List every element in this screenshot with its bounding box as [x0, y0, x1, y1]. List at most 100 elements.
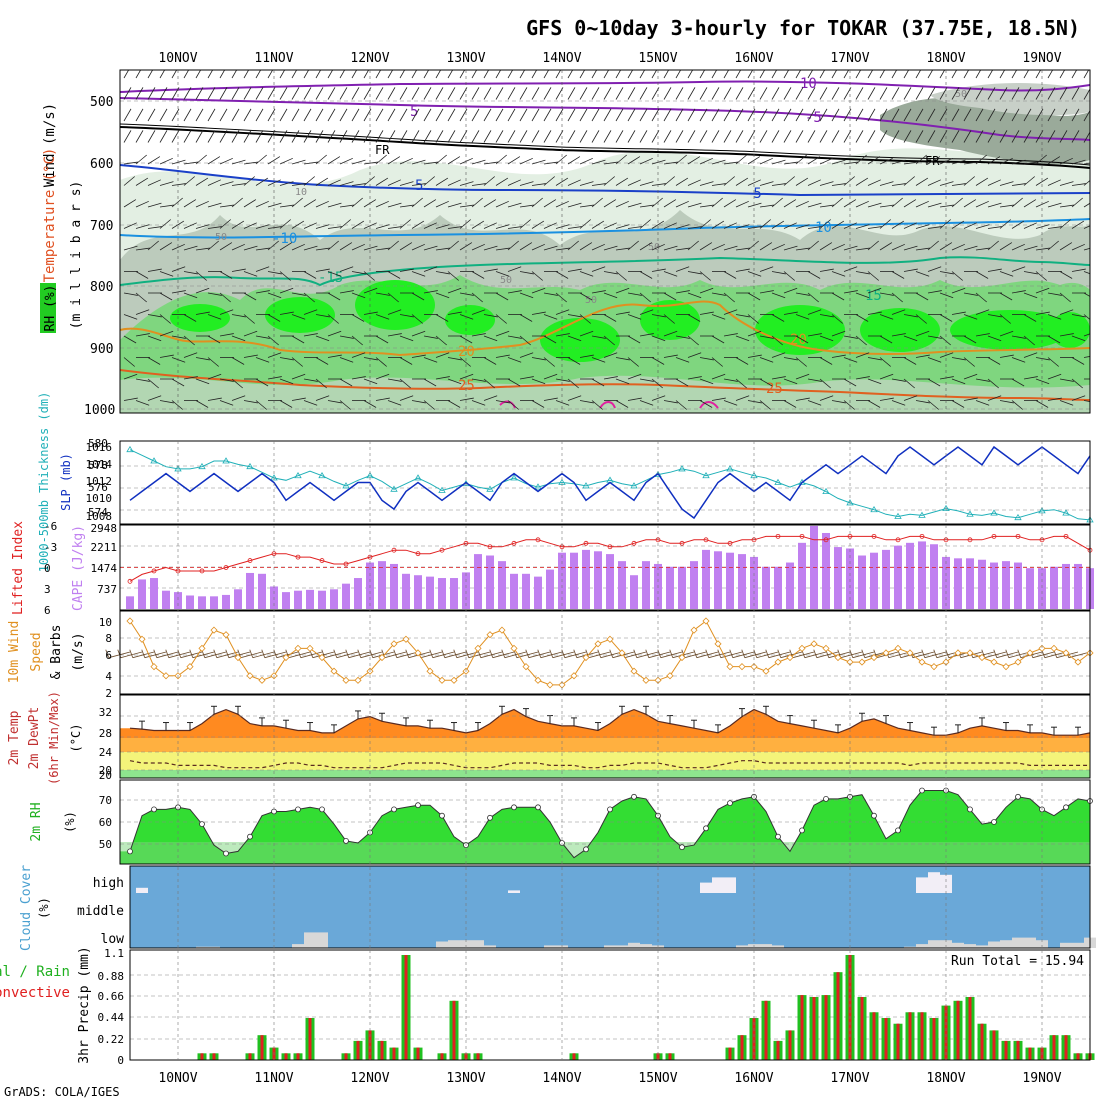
cape-bar [354, 578, 362, 609]
upper-barb [663, 108, 672, 122]
wind10m-marker [1002, 663, 1010, 671]
upper-barb [387, 271, 401, 279]
upper-barb [867, 87, 876, 100]
upper-barb [687, 70, 694, 79]
upper-barb [615, 200, 629, 208]
cape-bar [594, 551, 602, 609]
upper-barb [435, 376, 450, 380]
upper-barb [363, 176, 375, 186]
upper-barb [1047, 357, 1059, 367]
upper-barb [195, 87, 204, 100]
upper-barb [855, 200, 869, 208]
upper-barb [591, 197, 603, 208]
upper-barb [831, 70, 838, 79]
upper-barb [159, 219, 171, 229]
upper-barb [159, 70, 166, 79]
thickness-marker [342, 482, 350, 489]
wind10m-barb-feather [921, 649, 926, 658]
upper-barb [987, 179, 1001, 186]
upper-barb [999, 157, 1013, 165]
precip-conv-bar [860, 997, 864, 1060]
precip-conv-bar [824, 995, 828, 1060]
upper-barb [759, 219, 771, 229]
thickness-marker [582, 482, 590, 489]
upper-barb [1083, 356, 1090, 358]
date-labels-bottom: 10NOV 11NOV 12NOV 13NOV 14NOV 15NOV 16NOV 17NOV… [158, 1071, 1061, 1086]
thickness-marker [606, 476, 614, 483]
cloud-low-bar [916, 944, 928, 948]
upper-barb [927, 108, 936, 122]
temp-tick: 20 [99, 764, 112, 777]
upper-barb [219, 157, 233, 165]
upper-barb [471, 130, 480, 143]
upper-barb [771, 243, 785, 251]
upper-barb [795, 200, 809, 208]
upper-barb [603, 199, 617, 208]
cape-bar [126, 596, 134, 609]
upper-barb [711, 197, 723, 208]
upper-barb [651, 70, 658, 79]
upper-barb [147, 314, 162, 318]
upper-barb [627, 292, 642, 296]
upper-barb [483, 268, 498, 272]
upper-barb [615, 287, 630, 294]
wind10m-marker [258, 676, 266, 684]
wind10m-barb-feather [165, 649, 170, 658]
upper-barb [267, 376, 282, 380]
upper-barb [891, 70, 898, 79]
upper-barb [783, 271, 795, 281]
upper-barb [807, 378, 822, 382]
li-marker [895, 537, 901, 543]
upper-barb [783, 400, 797, 408]
upper-barb [639, 333, 654, 337]
upper-barb [1035, 271, 1047, 281]
upper-barb [879, 357, 891, 367]
upper-barb [999, 108, 1008, 122]
upper-barb [447, 271, 459, 281]
upper-barb [819, 242, 833, 251]
upper-barb [195, 287, 210, 294]
upper-barb [807, 202, 822, 208]
wind10m-marker [930, 663, 938, 671]
upper-barb [831, 220, 845, 229]
cloud-panel: high middle low Cloud Cover (%) [19, 865, 1096, 951]
li-marker [775, 533, 781, 539]
upper-barb [267, 226, 282, 229]
upper-barb [675, 400, 687, 410]
precip-conv-bar [740, 1035, 744, 1060]
upper-barb [339, 378, 353, 387]
cloud-high-bar [136, 887, 148, 893]
upper-barb [783, 199, 797, 208]
upper-barb [783, 311, 798, 315]
wind10m-barb-feather [429, 649, 434, 658]
upper-barb [471, 292, 483, 303]
upper-barb [207, 70, 214, 79]
wind10m-marker [714, 640, 722, 648]
cloud-low-bar [1024, 937, 1036, 948]
upper-barb [279, 311, 294, 315]
upper-barb [567, 357, 581, 365]
rh2m-marker [871, 812, 877, 819]
upper-barb [1047, 240, 1059, 251]
precip-total-label: Total / Rain [0, 964, 70, 980]
upper-barb [867, 311, 882, 315]
wind10m-marker [378, 653, 386, 662]
upper-barb [1023, 222, 1037, 229]
upper-barb [1023, 87, 1032, 100]
cape-bar [918, 541, 926, 609]
wind10m-marker [678, 653, 686, 662]
upper-barb [495, 87, 504, 100]
thickness-markers [126, 445, 1094, 523]
upper-barb [231, 130, 240, 143]
upper-barb [879, 87, 888, 100]
upper-barb [147, 156, 161, 165]
upper-barb [435, 352, 450, 358]
upper-barb [771, 271, 786, 275]
thickness-marker [870, 505, 878, 513]
upper-barb [579, 70, 586, 79]
rh-ticks: 70 60 50 [99, 794, 112, 851]
thickness-marker [726, 465, 734, 472]
upper-barb [639, 204, 654, 208]
upper-barb [159, 181, 174, 186]
upper-barb [663, 199, 677, 208]
